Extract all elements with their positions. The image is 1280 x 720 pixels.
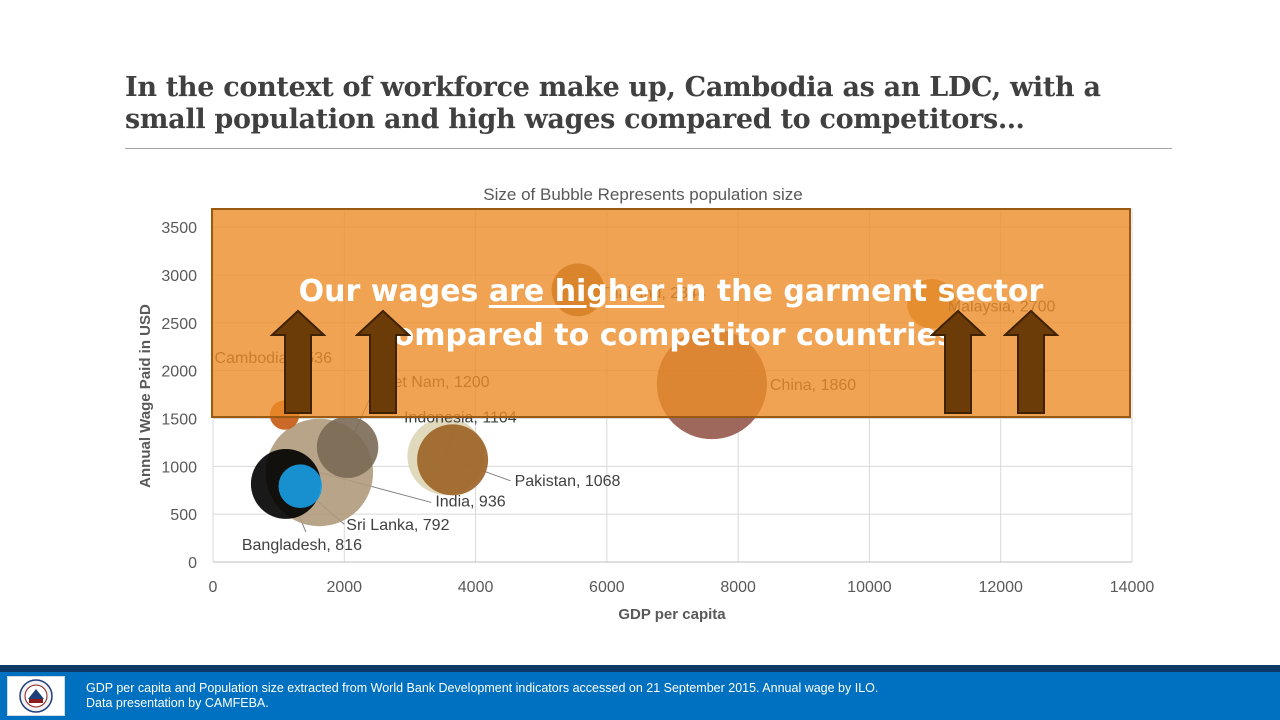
- y-tick-label: 500: [170, 507, 197, 524]
- x-axis-label: GDP per capita: [618, 606, 726, 623]
- data-label: Sri Lanka, 792: [346, 517, 449, 534]
- y-tick-label: 0: [188, 555, 197, 572]
- y-tick-label: 1000: [161, 459, 197, 476]
- x-tick-label: 14000: [1110, 579, 1155, 596]
- footer-source-text: GDP per capita and Population size extra…: [86, 681, 1266, 711]
- up-arrow-icon: [270, 309, 326, 414]
- y-tick-label: 1500: [161, 411, 197, 428]
- footer-credit-line: Data presentation by CAMFEBA.: [86, 696, 269, 710]
- footer-source-line: GDP per capita and Population size extra…: [86, 681, 879, 695]
- y-axis-label: Annual Wage Paid in USD: [137, 304, 154, 488]
- camfeba-logo-icon: [7, 676, 65, 716]
- footer-bar: GDP per capita and Population size extra…: [0, 672, 1280, 720]
- y-tick-label: 2500: [161, 316, 197, 333]
- callout-text-after: in the garment sector compared to compet…: [375, 274, 1044, 353]
- bubble-pakistan: [417, 424, 489, 496]
- callout-text-underlined: are higher: [488, 274, 665, 309]
- callout-text-before: Our wages: [298, 274, 489, 309]
- x-tick-label: 8000: [720, 579, 756, 596]
- callout-box: Our wages are higher in the garment sect…: [211, 208, 1131, 418]
- bubble-sri-lanka: [278, 464, 323, 509]
- data-label: Pakistan, 1068: [515, 473, 621, 490]
- x-tick-label: 10000: [847, 579, 892, 596]
- title-divider: [125, 148, 1172, 149]
- up-arrow-icon: [355, 309, 411, 414]
- x-tick-label: 4000: [458, 579, 494, 596]
- footer-accent-line: [0, 665, 1280, 672]
- data-label: Bangladesh, 816: [242, 537, 362, 554]
- data-label: India, 936: [435, 493, 505, 510]
- x-tick-label: 0: [209, 579, 218, 596]
- x-tick-label: 12000: [978, 579, 1023, 596]
- y-tick-label: 3500: [161, 220, 197, 237]
- chart-axes: 0 500 1000 1500 2000 2500 3000 3500 0 2000 4000 600…: [161, 208, 1154, 596]
- y-tick-label: 2000: [161, 364, 197, 381]
- callout-text: Our wages are higher in the garment sect…: [221, 270, 1121, 358]
- up-arrow-icon: [1003, 309, 1059, 414]
- x-tick-label: 6000: [589, 579, 625, 596]
- up-arrow-icon: [930, 309, 986, 414]
- x-tick-label: 2000: [326, 579, 362, 596]
- slide-title: In the context of workforce make up, Cam…: [125, 72, 1101, 135]
- y-tick-label: 3000: [161, 268, 197, 285]
- bubble-viet-nam: [316, 416, 379, 478]
- chart-title: Size of Bubble Represents population siz…: [483, 185, 802, 204]
